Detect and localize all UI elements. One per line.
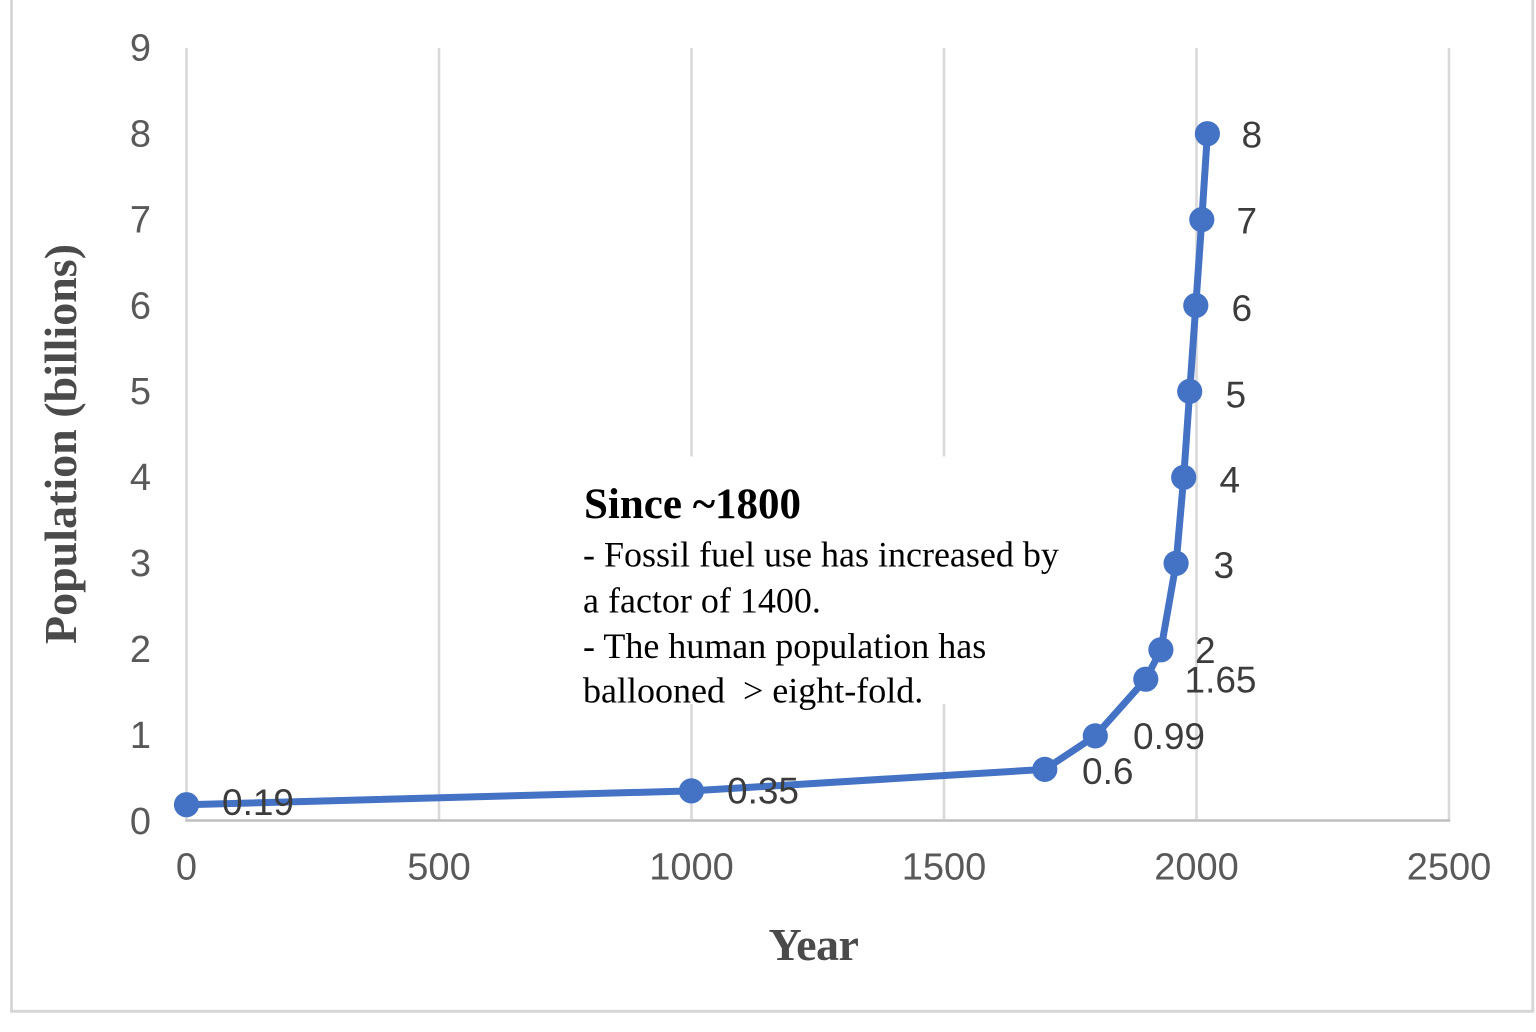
svg-text:2: 2: [1195, 630, 1216, 671]
svg-text:1: 1: [130, 715, 151, 757]
svg-text:Population (billions): Population (billions): [35, 244, 86, 644]
svg-text:4: 4: [1220, 460, 1241, 501]
svg-text:0.6: 0.6: [1082, 751, 1133, 792]
svg-text:8: 8: [1242, 114, 1263, 155]
svg-text:0.99: 0.99: [1133, 716, 1205, 757]
svg-text:2500: 2500: [1407, 847, 1492, 889]
svg-text:3: 3: [1214, 545, 1235, 586]
svg-text:3: 3: [130, 543, 151, 585]
svg-text:6: 6: [130, 285, 151, 327]
svg-text:a factor of 1400.: a factor of 1400.: [583, 581, 821, 621]
svg-text:Year: Year: [769, 919, 859, 970]
svg-text:5: 5: [1226, 374, 1247, 415]
svg-text:0.19: 0.19: [222, 782, 294, 823]
svg-text:500: 500: [407, 847, 470, 889]
svg-text:- The human population has: - The human population has: [583, 626, 986, 666]
svg-text:4: 4: [130, 457, 151, 499]
svg-text:0: 0: [130, 801, 151, 843]
svg-text:7: 7: [1237, 201, 1258, 242]
svg-text:5: 5: [130, 371, 151, 413]
svg-text:6: 6: [1232, 288, 1253, 329]
svg-text:1.65: 1.65: [1185, 660, 1257, 701]
svg-text:ballooned > eight-fold.: ballooned > eight-fold.: [583, 671, 923, 711]
svg-text:9: 9: [130, 28, 151, 70]
svg-text:1000: 1000: [649, 847, 734, 889]
svg-text:2: 2: [130, 629, 151, 671]
svg-text:8: 8: [130, 114, 151, 156]
svg-text:0: 0: [176, 847, 197, 889]
svg-text:Since ~1800: Since ~1800: [584, 481, 801, 528]
svg-text:- Fossil fuel use has increase: - Fossil fuel use has increased by: [583, 535, 1059, 575]
svg-text:1500: 1500: [902, 847, 987, 889]
svg-text:7: 7: [130, 199, 151, 241]
svg-text:2000: 2000: [1154, 847, 1239, 889]
svg-text:0.35: 0.35: [727, 771, 799, 812]
